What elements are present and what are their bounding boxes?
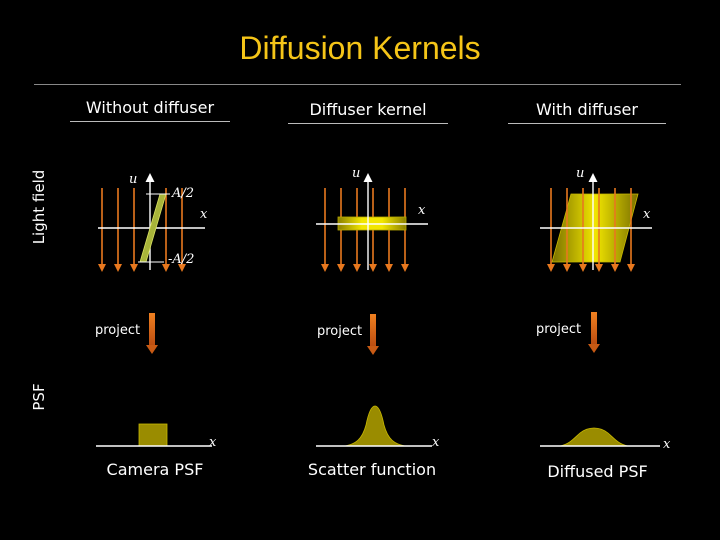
- u-axis-label: u: [576, 166, 585, 181]
- title-divider: [34, 84, 681, 85]
- light-field-with-diffuser: [540, 173, 652, 272]
- project-label: project: [317, 324, 363, 339]
- box-psf: [138, 423, 168, 447]
- project-arrow-2: [367, 314, 379, 355]
- lower-aperture-label: -A/2: [168, 252, 195, 267]
- project-label: project: [536, 322, 582, 337]
- diffuser-kernel-field: [316, 173, 428, 272]
- column-heading-without-diffuser: Without diffuser: [70, 98, 230, 122]
- heading-underline: [70, 121, 230, 122]
- caption-scatter-function: Scatter function: [307, 460, 437, 479]
- light-field-without-diffuser: [98, 173, 205, 272]
- x-axis-label: x: [418, 203, 426, 218]
- caption-camera-psf: Camera PSF: [106, 460, 204, 479]
- heading-underline: [288, 123, 448, 124]
- project-arrow-head: [146, 345, 158, 354]
- diffused-psf-plot: [540, 427, 660, 447]
- caption-diffused-psf: Diffused PSF: [547, 462, 648, 481]
- column-heading-diffuser-kernel: Diffuser kernel: [288, 100, 448, 124]
- x-axis-label: x: [643, 207, 651, 222]
- project-arrow-shaft: [370, 314, 376, 348]
- column-heading-with-diffuser: With diffuser: [508, 100, 666, 124]
- project-label: project: [95, 323, 141, 338]
- scatter-function-plot: [316, 405, 432, 447]
- camera-psf-plot: [96, 423, 212, 447]
- psf-x-label: x: [663, 437, 671, 452]
- column-heading-text: Diffuser kernel: [309, 100, 427, 119]
- page-title: Diffusion Kernels: [239, 30, 481, 66]
- project-arrow-shaft: [149, 313, 155, 347]
- u-axis-label: u: [129, 172, 138, 187]
- project-arrow-head: [588, 344, 600, 353]
- gaussian-psf: [344, 405, 406, 447]
- upper-aperture-label: A/2: [172, 186, 195, 201]
- heading-underline: [508, 123, 666, 124]
- x-axis-label: x: [200, 207, 208, 222]
- project-arrow-head: [367, 346, 379, 355]
- column-heading-text: Without diffuser: [85, 98, 215, 117]
- project-arrow-shaft: [591, 312, 597, 346]
- column-heading-text: With diffuser: [536, 100, 638, 119]
- psf-x-label: x: [432, 435, 440, 450]
- u-axis-label: u: [352, 166, 361, 181]
- psf-x-label: x: [209, 435, 217, 450]
- project-arrow-3: [588, 312, 600, 353]
- project-arrow-1: [146, 313, 158, 354]
- diffused-psf-curve: [559, 427, 629, 447]
